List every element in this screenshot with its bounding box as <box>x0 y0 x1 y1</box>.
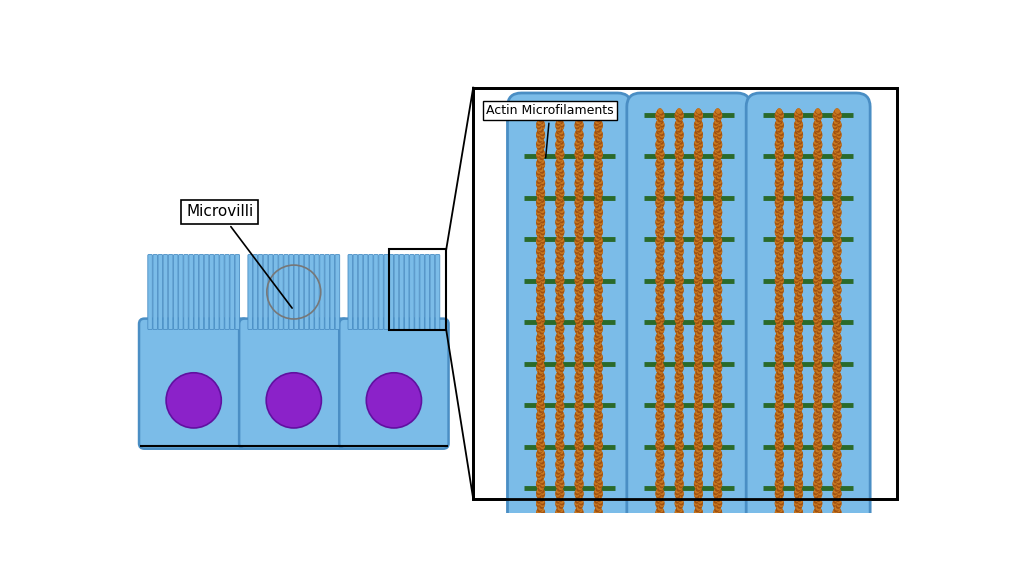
FancyBboxPatch shape <box>210 255 214 329</box>
FancyBboxPatch shape <box>263 255 268 329</box>
FancyBboxPatch shape <box>199 255 204 329</box>
FancyBboxPatch shape <box>204 255 209 329</box>
FancyBboxPatch shape <box>268 255 273 329</box>
FancyBboxPatch shape <box>178 255 183 329</box>
FancyBboxPatch shape <box>325 255 330 329</box>
FancyBboxPatch shape <box>240 319 348 449</box>
FancyBboxPatch shape <box>410 255 414 329</box>
FancyBboxPatch shape <box>389 255 393 329</box>
FancyBboxPatch shape <box>183 255 188 329</box>
Text: Microvilli: Microvilli <box>186 204 292 308</box>
FancyBboxPatch shape <box>309 255 314 329</box>
FancyBboxPatch shape <box>353 255 357 329</box>
FancyBboxPatch shape <box>299 255 304 329</box>
FancyBboxPatch shape <box>746 93 870 555</box>
Circle shape <box>266 373 322 428</box>
FancyBboxPatch shape <box>284 255 289 329</box>
FancyBboxPatch shape <box>304 255 309 329</box>
FancyBboxPatch shape <box>374 255 378 329</box>
FancyBboxPatch shape <box>348 255 352 329</box>
FancyBboxPatch shape <box>168 255 173 329</box>
Bar <box>389 249 446 330</box>
FancyBboxPatch shape <box>394 255 398 329</box>
FancyBboxPatch shape <box>319 255 325 329</box>
FancyBboxPatch shape <box>435 255 439 329</box>
FancyBboxPatch shape <box>314 255 319 329</box>
FancyBboxPatch shape <box>188 255 194 329</box>
FancyBboxPatch shape <box>384 255 388 329</box>
FancyBboxPatch shape <box>335 255 340 329</box>
FancyBboxPatch shape <box>158 255 163 329</box>
FancyBboxPatch shape <box>364 255 368 329</box>
FancyBboxPatch shape <box>215 255 219 329</box>
Bar <box>473 88 897 499</box>
FancyBboxPatch shape <box>339 319 449 449</box>
FancyBboxPatch shape <box>279 255 284 329</box>
FancyBboxPatch shape <box>627 93 751 555</box>
FancyBboxPatch shape <box>358 255 362 329</box>
FancyBboxPatch shape <box>230 255 234 329</box>
FancyBboxPatch shape <box>253 255 258 329</box>
FancyBboxPatch shape <box>289 255 294 329</box>
FancyBboxPatch shape <box>173 255 178 329</box>
Circle shape <box>166 373 221 428</box>
FancyBboxPatch shape <box>220 255 224 329</box>
FancyBboxPatch shape <box>194 255 199 329</box>
FancyBboxPatch shape <box>379 255 383 329</box>
FancyBboxPatch shape <box>425 255 429 329</box>
FancyBboxPatch shape <box>330 255 335 329</box>
FancyBboxPatch shape <box>420 255 424 329</box>
Circle shape <box>367 373 422 428</box>
FancyBboxPatch shape <box>404 255 409 329</box>
FancyBboxPatch shape <box>399 255 403 329</box>
Bar <box>473 88 897 499</box>
FancyBboxPatch shape <box>273 255 279 329</box>
FancyBboxPatch shape <box>369 255 373 329</box>
FancyBboxPatch shape <box>415 255 419 329</box>
FancyBboxPatch shape <box>508 93 632 555</box>
FancyBboxPatch shape <box>294 255 299 329</box>
FancyBboxPatch shape <box>430 255 434 329</box>
FancyBboxPatch shape <box>248 255 253 329</box>
FancyBboxPatch shape <box>153 255 158 329</box>
FancyBboxPatch shape <box>163 255 168 329</box>
FancyBboxPatch shape <box>258 255 263 329</box>
FancyBboxPatch shape <box>236 255 240 329</box>
Text: Actin Microfilaments: Actin Microfilaments <box>486 104 614 158</box>
FancyBboxPatch shape <box>225 255 229 329</box>
FancyBboxPatch shape <box>147 255 153 329</box>
FancyBboxPatch shape <box>139 319 249 449</box>
